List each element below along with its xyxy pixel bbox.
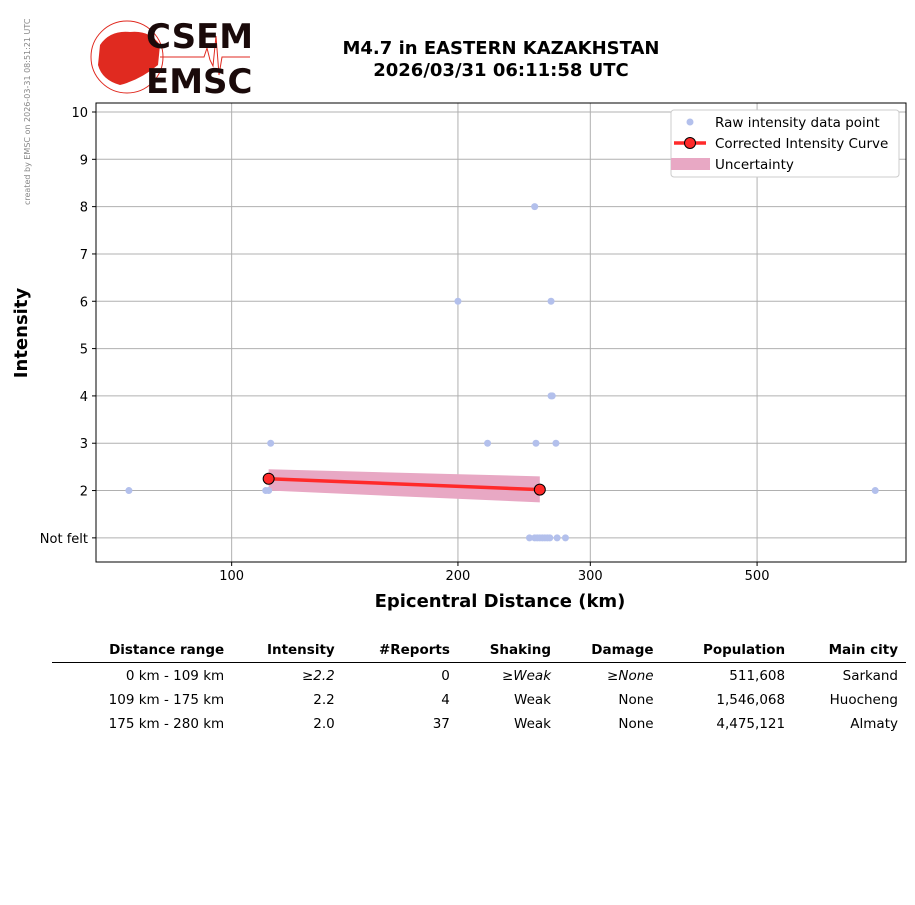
- legend-uncertainty: Uncertainty: [715, 157, 794, 173]
- raw-data-point: [532, 439, 540, 447]
- table-cell: 4,475,121: [716, 715, 786, 732]
- raw-data-point: [553, 534, 561, 542]
- table-cell: Sarkand: [842, 667, 898, 684]
- legend-raw: Raw intensity data point: [715, 115, 880, 131]
- raw-data-point: [552, 439, 560, 447]
- logo-emsc: EMSC: [146, 62, 253, 102]
- y-tick-label: 7: [80, 248, 88, 263]
- column-header: Damage: [559, 642, 662, 663]
- x-tick-label: 500: [745, 569, 770, 584]
- column-header: Population: [661, 642, 794, 663]
- raw-data-point: [267, 439, 275, 447]
- table-cell: Almaty: [850, 715, 898, 732]
- column-header: Shaking: [457, 642, 560, 663]
- raw-data-point: [871, 487, 879, 495]
- y-tick-label: Not felt: [40, 532, 88, 547]
- raw-data-point: [548, 392, 556, 400]
- emsc-logo: CSEM EMSC: [90, 17, 253, 102]
- table-cell: 37: [432, 715, 450, 732]
- table-cell: 2.0: [313, 715, 335, 732]
- table-cell: ≥None: [607, 667, 654, 684]
- title-line1: M4.7 in EASTERN KAZAKHSTAN: [342, 38, 660, 59]
- legend-uncertainty-swatch: [671, 158, 710, 170]
- legend: Raw intensity data point Corrected Inten…: [670, 109, 900, 178]
- table-cell: Weak: [514, 715, 552, 732]
- raw-data-point: [561, 534, 569, 542]
- chart-title: M4.7 in EASTERN KAZAKHSTAN 2026/03/31 06…: [300, 38, 702, 82]
- legend-curve: Corrected Intensity Curve: [715, 136, 888, 152]
- y-tick-label: 2: [80, 485, 88, 500]
- table-cell: None: [618, 715, 654, 732]
- raw-data-point: [547, 297, 555, 305]
- table-cell: Huocheng: [829, 691, 898, 708]
- y-axis-label: Intensity: [11, 288, 32, 379]
- title-line2: 2026/03/31 06:11:58 UTC: [373, 60, 629, 81]
- y-tick-label: 8: [80, 201, 88, 216]
- column-header: Main city: [793, 642, 906, 663]
- table-cell: 1,546,068: [716, 691, 786, 708]
- table-cell: ≥2.2: [301, 667, 335, 684]
- intensity-table: Distance range Intensity #Reports Shaking Da…: [52, 642, 906, 735]
- curve-point: [262, 472, 275, 485]
- table-row: 109 km - 175 km 2.2 4 Weak None 1,546,068 Huoc…: [52, 687, 906, 711]
- table-cell: None: [618, 691, 654, 708]
- table-row: 0 km - 109 km ≥2.2 0 ≥Weak ≥None 511,608 Sarka…: [52, 663, 906, 688]
- raw-data-point: [546, 534, 554, 542]
- y-tick-label: 4: [80, 390, 88, 405]
- y-tick-label: 3: [80, 437, 88, 452]
- y-tick-label: 9: [80, 153, 88, 168]
- legend-curve-marker: [684, 137, 696, 149]
- table-cell: ≥Weak: [501, 667, 552, 684]
- raw-data-point: [531, 203, 539, 211]
- legend-raw-marker: [686, 118, 694, 126]
- table-cell: Weak: [514, 691, 552, 708]
- x-axis-label: Epicentral Distance (km): [375, 591, 626, 612]
- y-tick-label: 6: [80, 295, 88, 310]
- table-cell: 0 km - 109 km: [125, 667, 225, 684]
- intensity-chart: CSEM EMSC 100 200 300 500 Not felt 2 3 4 5 6 7 8 9 10…: [11, 17, 907, 612]
- raw-data-point: [265, 487, 273, 495]
- curve-point: [533, 483, 546, 496]
- table-cell: 2.2: [313, 691, 335, 708]
- column-header: Intensity: [232, 642, 343, 663]
- raw-data-point: [125, 487, 133, 495]
- table-cell: 175 km - 280 km: [108, 715, 225, 732]
- column-header: Distance range: [52, 642, 233, 663]
- plot-frame: [95, 102, 907, 563]
- raw-data-point: [484, 439, 492, 447]
- raw-data-point: [525, 534, 533, 542]
- table-cell: 511,608: [729, 667, 786, 684]
- corrected-intensity-curve: [268, 476, 540, 492]
- x-tick-label: 300: [578, 569, 603, 584]
- x-tick-label: 200: [446, 569, 471, 584]
- table-cell: 0: [441, 667, 450, 684]
- column-header: #Reports: [342, 642, 458, 663]
- table-cell: 109 km - 175 km: [108, 691, 225, 708]
- y-tick-label: 5: [80, 343, 88, 358]
- table-row: 175 km - 280 km 2.0 37 Weak None 4,475,121 Alm…: [52, 711, 906, 735]
- raw-data-point: [454, 297, 462, 305]
- y-tick-label: 10: [71, 106, 88, 121]
- x-tick-label: 100: [219, 569, 244, 584]
- logo-csem: CSEM: [146, 17, 253, 57]
- table-cell: 4: [441, 691, 450, 708]
